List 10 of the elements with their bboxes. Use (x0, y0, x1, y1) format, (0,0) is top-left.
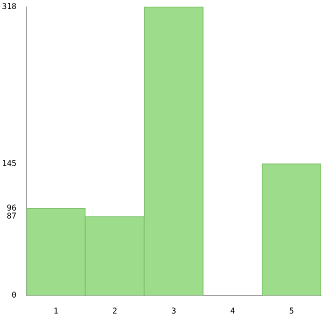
x-tick-label: 2 (112, 306, 118, 316)
y-tick-label: 0 (12, 290, 17, 300)
x-tick-label: 4 (230, 306, 236, 316)
y-tick-label: 96 (6, 203, 17, 212)
y-tick-label: 145 (2, 158, 17, 168)
y-tick-label: 318 (2, 2, 17, 11)
y-tick-label: 87 (6, 212, 17, 221)
x-tick-label: 1 (53, 306, 58, 316)
x-tick-label: 5 (289, 306, 294, 316)
x-tick-label: 3 (171, 306, 176, 316)
